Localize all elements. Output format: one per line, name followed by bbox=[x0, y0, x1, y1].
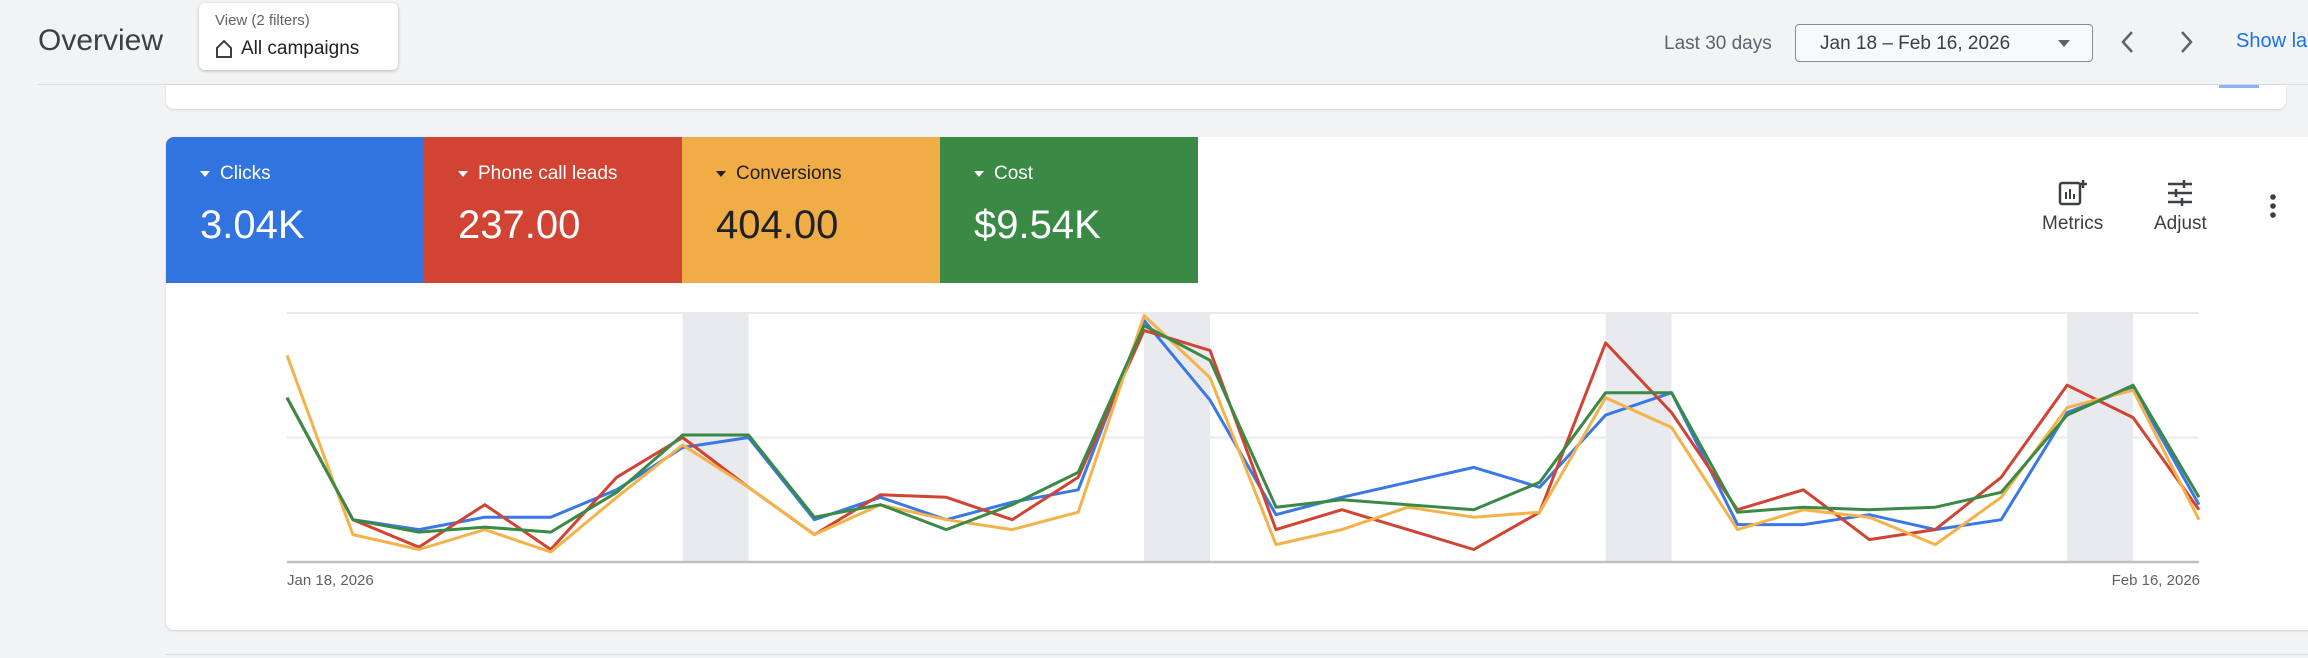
metric-label: Phone call leads bbox=[478, 163, 618, 184]
metrics-label: Metrics bbox=[2042, 213, 2104, 234]
metrics-button[interactable]: Metrics bbox=[2042, 179, 2103, 235]
metric-tile-conversions[interactable]: Conversions 404.00 bbox=[682, 137, 940, 283]
metric-tile-phone-call-leads[interactable]: Phone call leads 237.00 bbox=[424, 137, 682, 283]
dropdown-triangle-icon bbox=[974, 171, 984, 177]
chevron-right-icon[interactable] bbox=[2176, 28, 2196, 56]
section-divider bbox=[166, 654, 2308, 655]
metric-tile-cost[interactable]: Cost $9.54K bbox=[940, 137, 1198, 283]
series-line-phone-call-leads bbox=[285, 328, 2201, 551]
more-vert-icon[interactable] bbox=[2268, 193, 2278, 219]
metric-tile-clicks[interactable]: Clicks 3.04K bbox=[166, 137, 424, 283]
performance-card: Clicks 3.04K Phone call leads 237.00 Con… bbox=[166, 137, 2308, 630]
campaign-filter-button[interactable]: View (2 filters) All campaigns bbox=[199, 3, 398, 70]
show-link[interactable]: Show la bbox=[2236, 30, 2308, 52]
series-line-conversions bbox=[285, 314, 2201, 554]
page-title: Overview bbox=[38, 24, 164, 57]
metric-value: 404.00 bbox=[716, 203, 839, 247]
adjust-label: Adjust bbox=[2154, 213, 2207, 234]
metric-label: Cost bbox=[994, 163, 1034, 184]
filter-caption: View (2 filters) bbox=[215, 12, 310, 29]
dropdown-triangle-icon bbox=[200, 171, 210, 177]
tune-icon bbox=[2168, 180, 2193, 206]
filter-value: All campaigns bbox=[241, 38, 360, 59]
metric-value: 3.04K bbox=[200, 203, 305, 247]
top-card bbox=[166, 85, 2286, 109]
x-axis-start-label: Jan 18, 2026 bbox=[287, 572, 374, 589]
dropdown-triangle-icon bbox=[458, 171, 468, 177]
metric-label: Clicks bbox=[220, 163, 271, 184]
chevron-left-icon[interactable] bbox=[2118, 28, 2138, 56]
metric-value: $9.54K bbox=[974, 203, 1101, 247]
chevron-down-icon bbox=[2058, 40, 2070, 47]
date-range-dropdown[interactable]: Jan 18 – Feb 16, 2026 bbox=[1795, 24, 2093, 62]
series-line-clicks bbox=[285, 319, 2201, 532]
date-range-label: Last 30 days bbox=[1664, 33, 1772, 54]
x-axis-end-label: Feb 16, 2026 bbox=[2111, 572, 2200, 589]
metric-value: 237.00 bbox=[458, 203, 581, 247]
home-icon bbox=[216, 39, 232, 58]
header-divider bbox=[38, 84, 2308, 85]
add-chart-icon bbox=[2058, 180, 2087, 206]
date-range-value: Jan 18 – Feb 16, 2026 bbox=[1820, 33, 2011, 54]
metric-label: Conversions bbox=[736, 163, 842, 184]
tab-indicator bbox=[2219, 85, 2259, 88]
dropdown-triangle-icon bbox=[716, 171, 726, 177]
adjust-button[interactable]: Adjust bbox=[2154, 179, 2207, 235]
series-line-cost bbox=[285, 324, 2201, 534]
